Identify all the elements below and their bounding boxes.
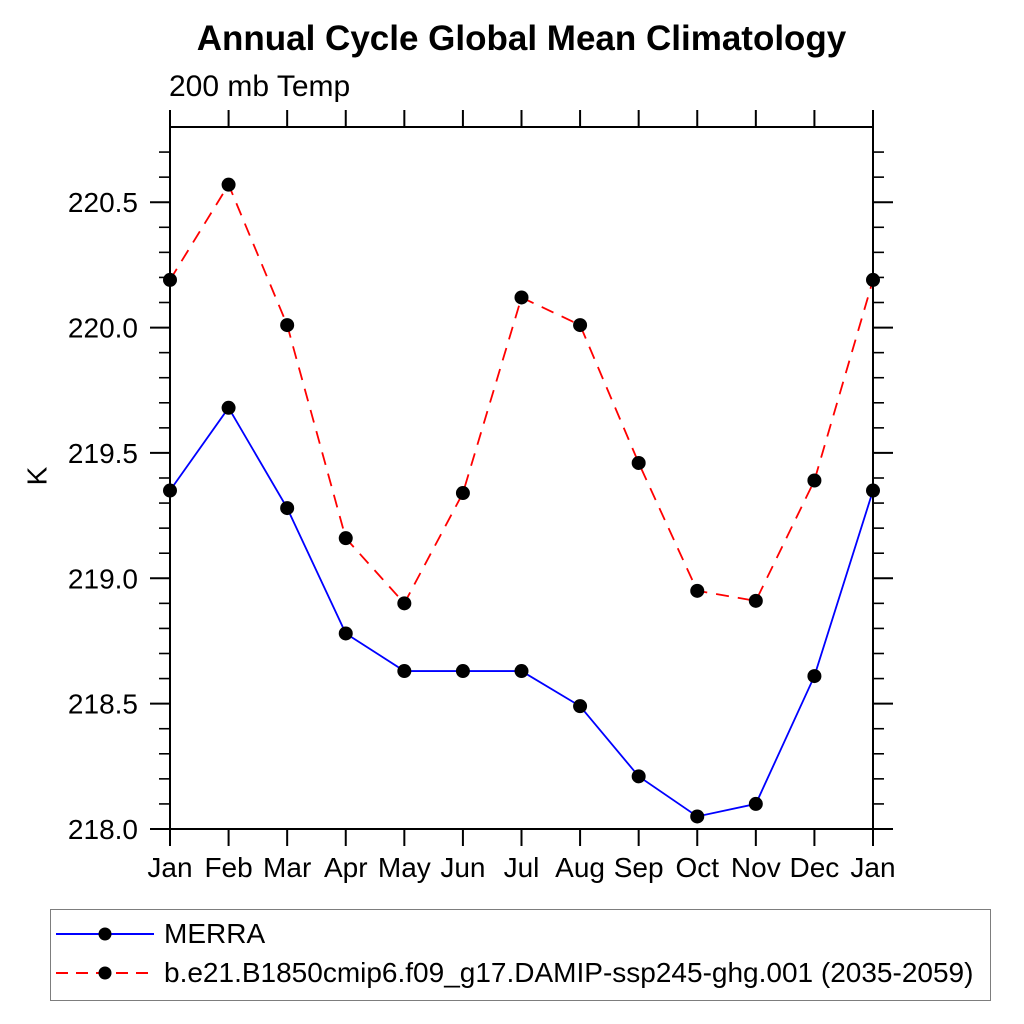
legend-row-model: b.e21.B1850cmip6.f09_g17.DAMIP-ssp245-gh…: [56, 957, 974, 988]
data-point: [221, 400, 236, 415]
data-point: [748, 796, 763, 811]
data-point: [455, 664, 470, 679]
legend-sample-marker: [98, 927, 112, 941]
x-tick-label: Apr: [324, 852, 368, 883]
x-tick-label: Jul: [504, 852, 540, 883]
y-tick-label: 220.5: [68, 187, 138, 218]
data-point: [514, 290, 529, 305]
data-point: [631, 769, 646, 784]
merra-line-sample: [56, 927, 154, 941]
x-tick-label: Feb: [204, 852, 252, 883]
data-point: [748, 593, 763, 608]
x-tick-label: May: [378, 852, 431, 883]
legend-sample-marker: [98, 966, 112, 980]
data-point: [338, 531, 353, 546]
y-tick-label: 218.5: [68, 689, 138, 720]
data-point: [221, 177, 236, 192]
data-point: [338, 626, 353, 641]
data-point: [866, 483, 880, 498]
x-tick-label: Jan: [850, 852, 895, 883]
data-point: [866, 272, 880, 287]
x-tick-label: Oct: [675, 852, 719, 883]
plot-frame: [169, 126, 874, 830]
data-point: [807, 669, 822, 684]
legend-label-merra: MERRA: [164, 918, 266, 949]
data-point: [631, 455, 646, 470]
chart-title: Annual Cycle Global Mean Climatology: [196, 19, 847, 58]
data-point: [455, 486, 470, 501]
data-point: [690, 809, 705, 824]
data-point: [280, 318, 295, 333]
x-tick-label: Mar: [263, 852, 311, 883]
data-point: [280, 501, 295, 516]
data-point: [807, 473, 822, 488]
y-tick-label: 219.0: [68, 563, 138, 594]
x-tick-label: Jan: [147, 852, 192, 883]
model-line: [169, 182, 874, 605]
legend-label-model: b.e21.B1850cmip6.f09_g17.DAMIP-ssp245-gh…: [164, 957, 974, 988]
y-tick-label: 220.0: [68, 313, 138, 344]
chart-subtitle: 200 mb Temp: [169, 70, 351, 103]
x-tick-label: Aug: [555, 852, 605, 883]
y-tick-label: 218.0: [68, 814, 138, 845]
data-point: [163, 272, 177, 287]
data-point: [573, 318, 588, 333]
legend-box: MERRA b.e21.B1850cmip6.f09_g17.DAMIP-ssp…: [50, 909, 991, 1001]
data-point: [573, 699, 588, 714]
data-point: [163, 483, 177, 498]
merra-line: [169, 406, 874, 818]
data-point: [397, 664, 412, 679]
data-point: [514, 664, 529, 679]
data-point: [397, 596, 412, 611]
data-point: [690, 583, 705, 598]
legend-row-merra: MERRA: [56, 918, 266, 949]
x-tick-label: Nov: [731, 852, 781, 883]
model-line-sample: [56, 966, 154, 980]
x-tick-label: Sep: [614, 852, 664, 883]
x-tick-label: Dec: [790, 852, 840, 883]
y-tick-label: 219.5: [68, 438, 138, 469]
x-tick-label: Jun: [440, 852, 485, 883]
